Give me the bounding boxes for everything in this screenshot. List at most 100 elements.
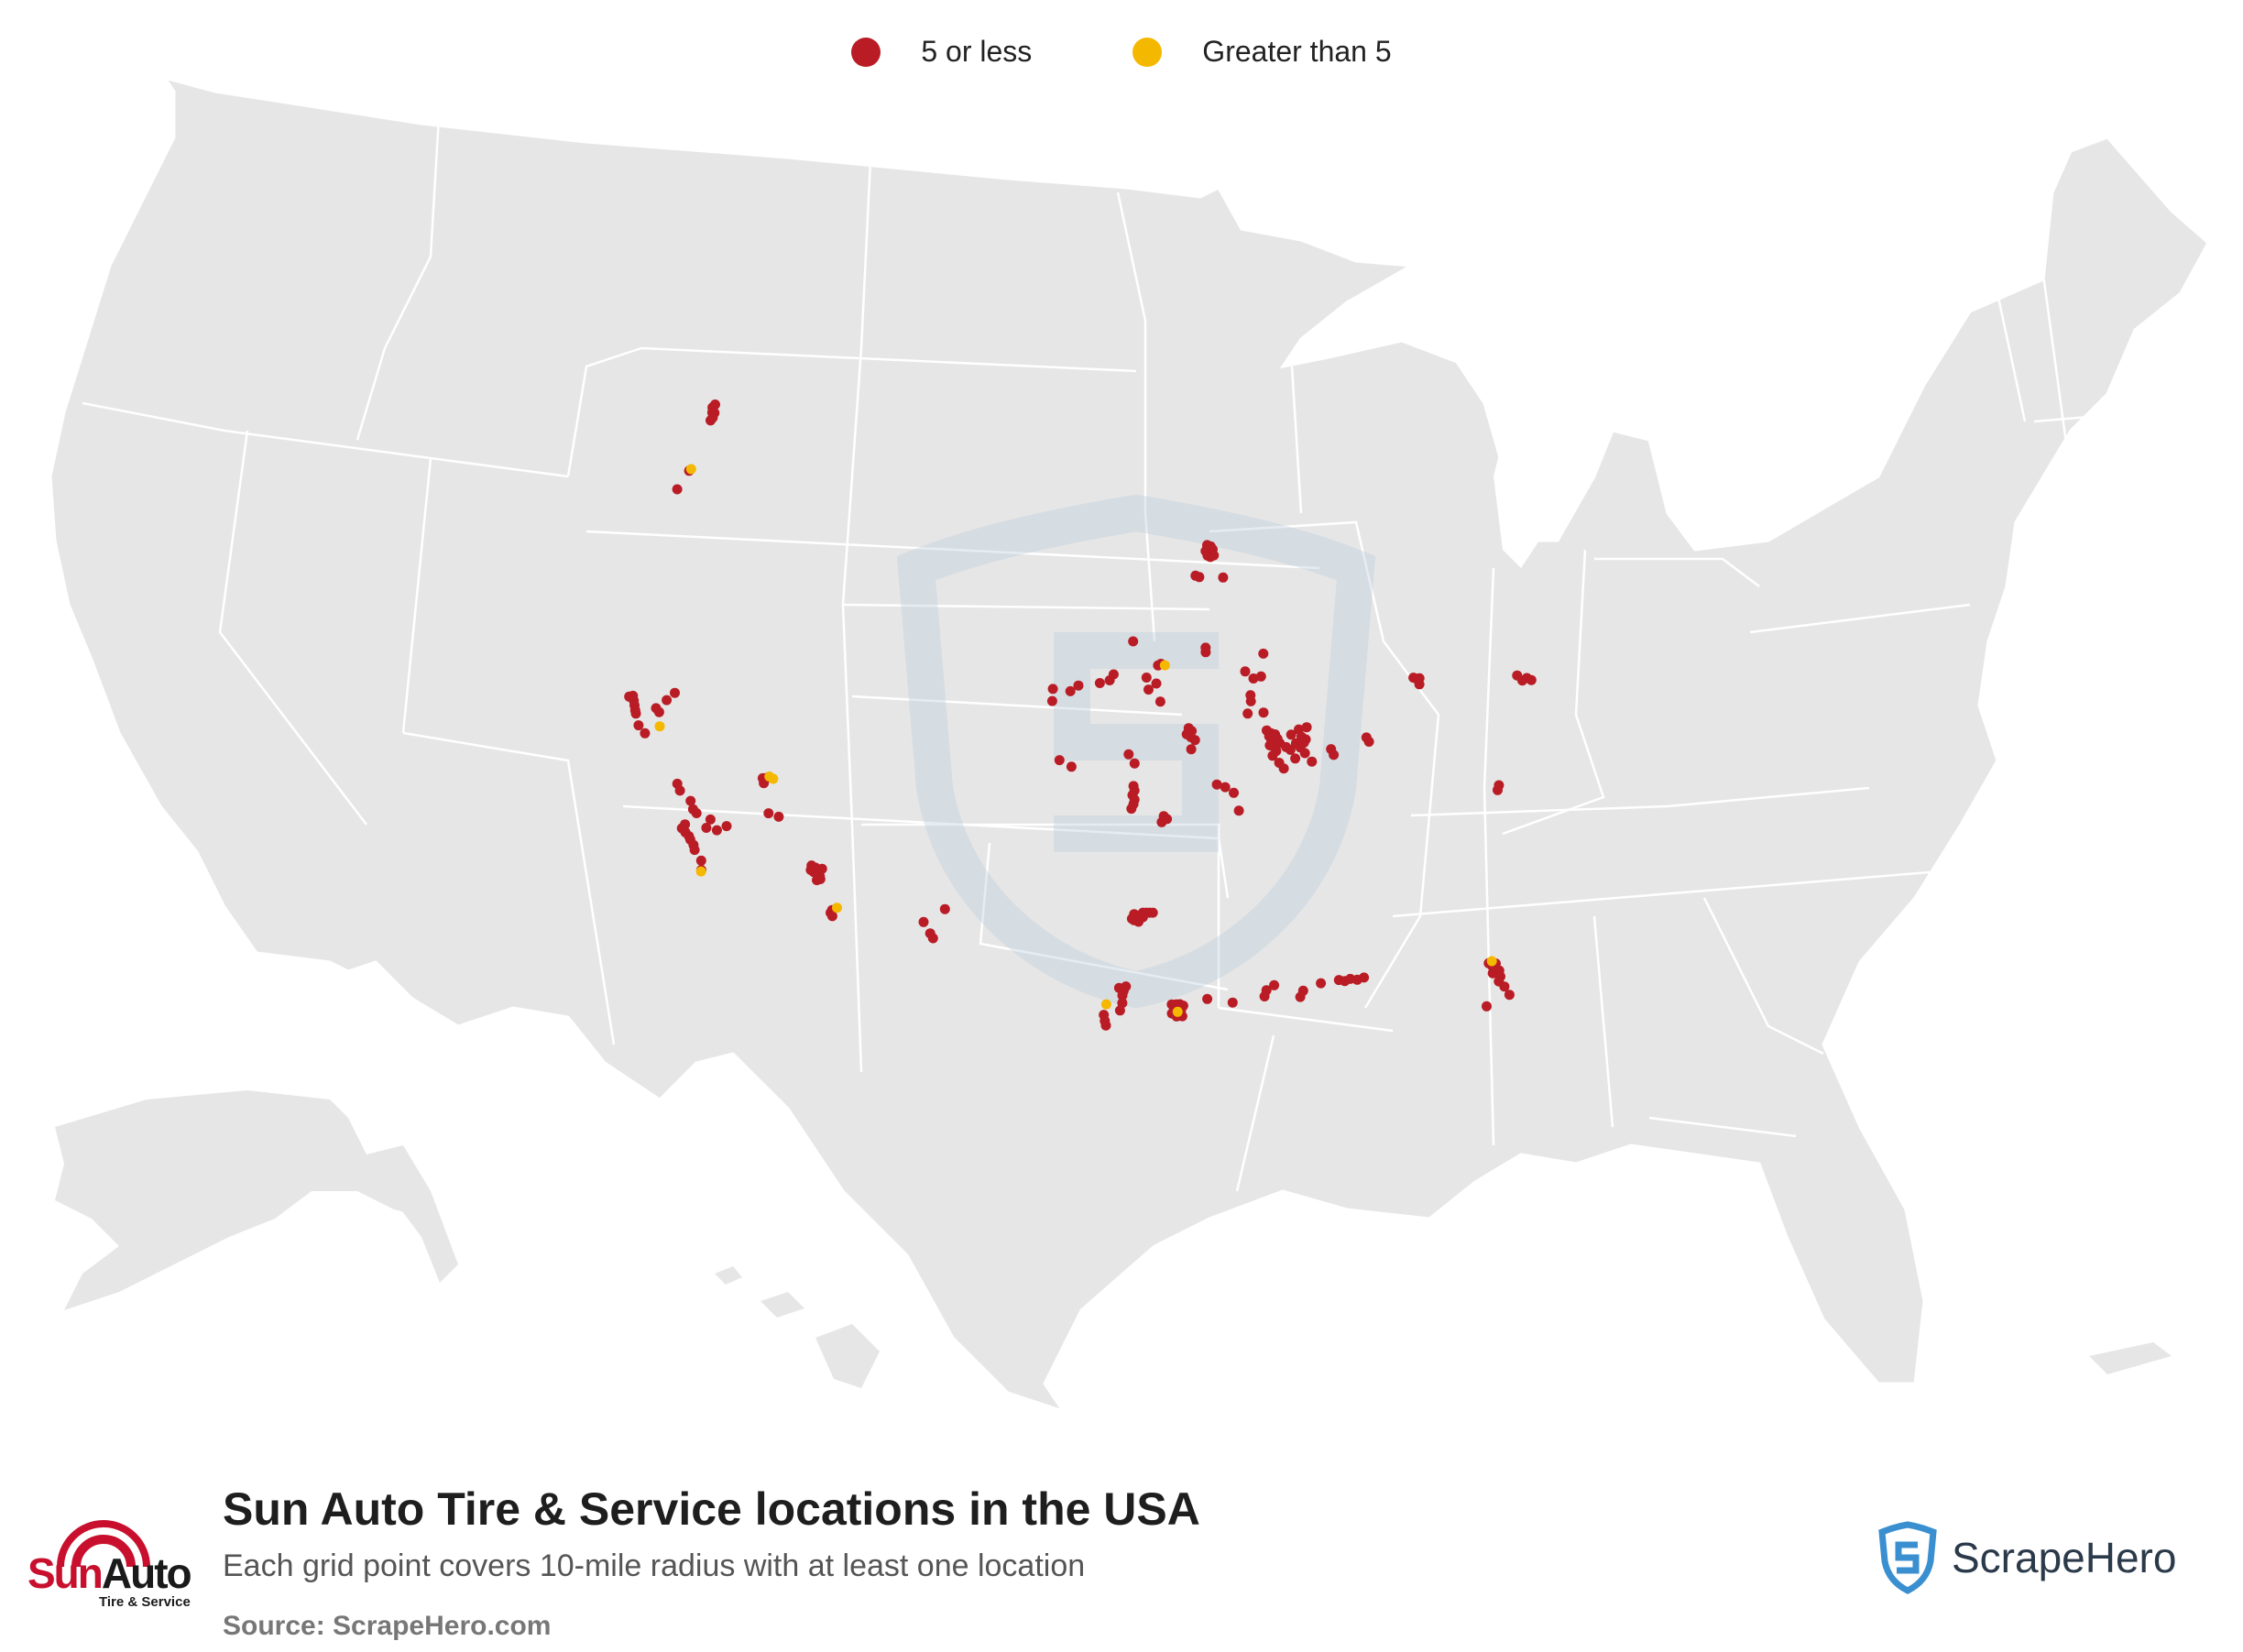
- scrapehero-name: ScrapeHero: [1952, 1534, 2177, 1581]
- location-point-low: [630, 708, 641, 719]
- location-point-low: [1047, 684, 1058, 695]
- location-point-low: [1046, 695, 1057, 706]
- location-point-low: [701, 823, 712, 833]
- brand-name-part1: Sun: [27, 1549, 104, 1597]
- location-point-low: [1267, 750, 1278, 761]
- page-title: Sun Auto Tire & Service locations in the…: [223, 1483, 1200, 1535]
- location-point-low: [918, 916, 929, 927]
- location-point-low: [1297, 985, 1308, 996]
- location-point-low: [815, 874, 826, 884]
- location-point-high: [1486, 956, 1497, 967]
- alaska-panhandle: [367, 1145, 458, 1283]
- location-point-low: [1141, 673, 1152, 683]
- location-point-low: [1258, 707, 1269, 718]
- location-point-low: [1290, 753, 1301, 764]
- location-point-low: [1211, 779, 1222, 790]
- us-map: [49, 75, 2210, 1414]
- location-point-low: [653, 706, 664, 717]
- hawaii-islands: [715, 1266, 880, 1388]
- location-point-low: [1482, 1001, 1492, 1012]
- location-point-low: [1066, 761, 1077, 772]
- location-point-low: [939, 903, 950, 914]
- brand-name-part2: Auto: [101, 1549, 192, 1597]
- legend: 5 or less Greater than 5: [0, 35, 2243, 69]
- legend-label-low: 5 or less: [921, 35, 1033, 68]
- location-point-low: [1493, 784, 1503, 795]
- location-point-low: [695, 855, 706, 866]
- location-point-low: [1242, 708, 1253, 719]
- location-point-low: [705, 814, 716, 825]
- location-point-low: [1329, 749, 1340, 760]
- legend-dot-low-icon: [851, 37, 881, 67]
- location-point-low: [1073, 680, 1084, 691]
- location-point-low: [1094, 678, 1105, 688]
- location-point-low: [1194, 572, 1205, 583]
- location-point-low: [1278, 763, 1289, 774]
- location-point-low: [1361, 732, 1372, 743]
- location-point-low: [1307, 756, 1318, 767]
- location-point-low: [1114, 1005, 1125, 1016]
- location-point-high: [685, 464, 696, 475]
- location-point-high: [654, 721, 665, 732]
- location-point-low: [1245, 690, 1256, 701]
- location-point-low: [1104, 675, 1115, 685]
- location-point-low: [1269, 979, 1280, 990]
- location-point-high: [768, 773, 779, 784]
- puerto-rico: [2089, 1342, 2172, 1374]
- brand-tagline: Tire & Service: [99, 1594, 191, 1610]
- location-point-low: [633, 720, 644, 731]
- location-point-high: [1172, 1006, 1183, 1017]
- location-point-low: [1151, 678, 1162, 689]
- location-point-low: [674, 785, 685, 796]
- location-point-low: [1129, 758, 1140, 769]
- location-point-low: [1189, 735, 1200, 746]
- location-point-low: [1200, 642, 1211, 653]
- legend-label-high: Greater than 5: [1202, 35, 1392, 68]
- legend-item-low: 5 or less: [851, 35, 1032, 69]
- location-point-low: [1186, 744, 1197, 755]
- location-point-low: [685, 795, 696, 806]
- scrapehero-logo: ScrapeHero: [1878, 1521, 2176, 1594]
- location-point-low: [1113, 982, 1124, 993]
- location-point-low: [1499, 981, 1510, 992]
- location-point-low: [1517, 675, 1527, 686]
- state-borders: [82, 100, 2145, 1192]
- location-point-low: [1248, 673, 1259, 684]
- location-point-low: [927, 933, 938, 944]
- location-point-low: [711, 825, 722, 836]
- location-point-low: [1128, 636, 1139, 647]
- source-note: Source: ScrapeHero.com: [223, 1611, 552, 1641]
- location-point-low: [640, 728, 651, 738]
- location-point-low: [1487, 968, 1498, 979]
- location-point-low: [689, 845, 700, 856]
- location-point-low: [1147, 907, 1158, 918]
- location-point-low: [763, 808, 774, 819]
- location-point-high: [695, 866, 706, 877]
- scrapehero-watermark: [896, 494, 1376, 1009]
- location-point-low: [1259, 991, 1270, 1001]
- location-point-high: [832, 903, 842, 914]
- location-point-low: [1143, 684, 1154, 695]
- location-point-low: [662, 695, 673, 706]
- location-point-low: [1240, 666, 1251, 677]
- location-point-low: [1295, 742, 1306, 753]
- location-point-low: [773, 811, 784, 822]
- location-point-low: [1233, 805, 1244, 816]
- location-point-high: [1100, 999, 1111, 1010]
- location-point-low: [1258, 648, 1269, 659]
- location-point-low: [1286, 729, 1297, 740]
- location-point-low: [670, 687, 680, 698]
- lower48-land: [49, 75, 2210, 1414]
- location-point-low: [1227, 997, 1238, 1008]
- location-point-low: [826, 911, 837, 922]
- location-point-low: [1209, 550, 1220, 561]
- location-point-low: [1126, 804, 1137, 815]
- location-point-low: [1065, 685, 1076, 696]
- location-point-low: [1504, 990, 1515, 1001]
- location-point-low: [672, 484, 683, 495]
- page-subtitle: Each grid point covers 10-mile radius wi…: [223, 1548, 1086, 1583]
- location-point-low: [1133, 916, 1144, 927]
- location-point-low: [1285, 744, 1296, 755]
- legend-item-high: Greater than 5: [1132, 35, 1392, 69]
